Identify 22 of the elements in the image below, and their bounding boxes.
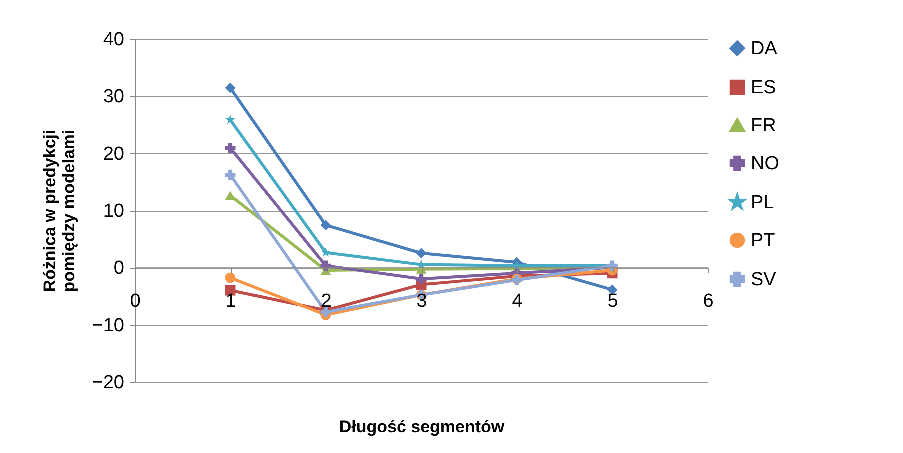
legend-label: FR xyxy=(751,116,776,136)
y-tick-label: −20 xyxy=(92,372,124,394)
x-tick-label: 0 xyxy=(130,291,141,312)
y-tick-label: 40 xyxy=(103,30,124,50)
x-tick-label: 6 xyxy=(703,291,714,312)
y-tick-label: 30 xyxy=(103,86,124,108)
legend-label: DA xyxy=(751,38,778,60)
x-tick-label: 3 xyxy=(416,291,428,312)
x-axis-title: Długość segmentów xyxy=(339,418,506,436)
y-tick-label: 20 xyxy=(103,144,124,165)
x-tick-label: 4 xyxy=(512,291,524,312)
y-axis-title: Różnica w predykcji pomiędzy modelami xyxy=(40,130,78,292)
legend-label: PL xyxy=(751,192,774,214)
x-tick-label: 1 xyxy=(226,291,236,312)
y-tick-label: 10 xyxy=(103,201,124,222)
legend-label: ES xyxy=(751,78,776,98)
legend-label: NO xyxy=(751,154,780,174)
y-tick-label: 0 xyxy=(114,258,124,280)
legend-label: SV xyxy=(751,270,777,290)
legend-label: PT xyxy=(751,230,776,252)
x-tick-label: 5 xyxy=(608,291,618,312)
y-tick-label: −10 xyxy=(92,315,124,336)
